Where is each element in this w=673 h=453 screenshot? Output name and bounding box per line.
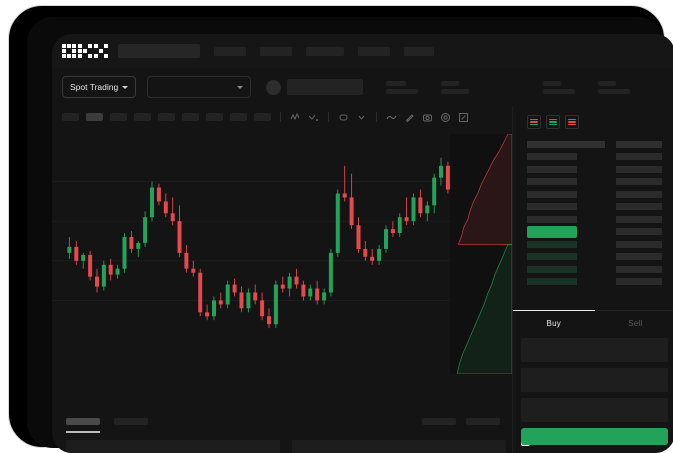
nav-item-4[interactable] (358, 46, 390, 56)
stat-value (543, 88, 576, 94)
market-depth-overlay (450, 134, 512, 374)
bottom-card-list (66, 440, 506, 453)
chevron-down-icon (237, 85, 244, 89)
orderbook-row[interactable] (513, 276, 673, 289)
okx-trading-app-screen: Spot Trading (52, 34, 673, 453)
bottom-tab-active-underline (66, 431, 100, 433)
orderbook-spread-row[interactable] (513, 225, 673, 239)
toolbar-divider (280, 112, 281, 122)
toolbar-divider (376, 112, 377, 122)
place-order-button[interactable] (521, 428, 668, 445)
logo-letter-o (62, 44, 76, 58)
market-stat-3 (543, 80, 576, 94)
orderbook-row[interactable] (513, 263, 673, 276)
indicator-icon[interactable] (290, 112, 301, 123)
nav-item-2[interactable] (260, 46, 292, 56)
bottom-tab-list (66, 418, 148, 425)
bottom-right-actions (422, 418, 500, 425)
orders-bottom-panel (52, 408, 512, 453)
orderbook-view-asks[interactable] (565, 115, 579, 129)
timeframe-2-active[interactable] (86, 113, 103, 121)
candlestick-chart[interactable] (52, 128, 512, 408)
candlestick-plot (52, 157, 512, 329)
toolbar-divider (328, 112, 329, 122)
device-bezel: Spot Trading (27, 17, 673, 453)
chart-type-icon[interactable] (308, 112, 319, 123)
orderbook-row[interactable] (513, 176, 673, 189)
nav-item-3[interactable] (306, 46, 344, 56)
stat-value (598, 88, 631, 94)
order-form (513, 338, 673, 428)
timeframe-7[interactable] (206, 113, 223, 121)
timeframe-9[interactable] (254, 113, 271, 121)
chevron-down-icon[interactable] (356, 112, 367, 123)
orderbook-row[interactable] (513, 238, 673, 251)
timeframe-5[interactable] (158, 113, 175, 121)
orderbook-row[interactable] (513, 251, 673, 264)
pencil-icon[interactable] (404, 112, 415, 123)
tablet-device-frame: Spot Trading (8, 5, 673, 453)
bottom-tab-open-orders[interactable] (66, 418, 100, 425)
orderbook-list[interactable] (513, 138, 673, 288)
orderbook-row[interactable] (513, 213, 673, 226)
orderbook-row[interactable] (513, 151, 673, 164)
nav-item-1[interactable] (214, 46, 246, 56)
line-chart-icon[interactable] (386, 112, 397, 123)
timeframe-4[interactable] (134, 113, 151, 121)
orderbook-trade-panel: Buy Sell (512, 106, 673, 453)
bottom-card-2[interactable] (292, 440, 506, 453)
orderbook-header-row (513, 138, 673, 151)
nav-item-5[interactable] (404, 46, 434, 56)
timeframe-1[interactable] (62, 113, 79, 121)
stat-label (598, 80, 617, 86)
orderbook-view-both[interactable] (527, 115, 541, 129)
market-stat-1 (386, 80, 419, 94)
stat-label (386, 80, 407, 86)
stat-label (441, 80, 460, 86)
stat-value (386, 88, 419, 94)
logo-letter-k (78, 44, 92, 58)
bottom-card-1[interactable] (66, 440, 280, 453)
order-total-field[interactable] (521, 398, 668, 422)
nav-search-placeholder[interactable] (118, 44, 200, 58)
orderbook-row[interactable] (513, 188, 673, 201)
market-stat-4 (598, 80, 631, 94)
market-sub-header: Spot Trading (52, 68, 673, 106)
timeframe-8[interactable] (230, 113, 247, 121)
pair-coin-icon (266, 79, 282, 95)
buy-sell-tabs: Buy Sell (513, 310, 673, 336)
market-type-dropdown[interactable]: Spot Trading (62, 76, 137, 98)
order-price-field[interactable] (521, 338, 668, 362)
bottom-right-tab-1[interactable] (422, 418, 456, 425)
logo-letter-x (94, 44, 108, 58)
volume-histogram (52, 352, 512, 400)
orderbook-view-bids[interactable] (546, 115, 560, 129)
fullscreen-icon[interactable] (458, 112, 469, 123)
timeframe-6[interactable] (182, 113, 199, 121)
chart-toolbar (52, 106, 673, 128)
compare-icon[interactable] (338, 112, 349, 123)
orderbook-view-toggles (513, 106, 673, 129)
timeframe-3[interactable] (110, 113, 127, 121)
last-price-placeholder (287, 79, 364, 95)
bottom-tab-order-history[interactable] (114, 418, 148, 425)
bottom-right-tab-2[interactable] (466, 418, 500, 425)
tab-buy[interactable]: Buy (513, 310, 595, 336)
orderbook-row[interactable] (513, 163, 673, 176)
order-amount-field[interactable] (521, 368, 668, 392)
orderbook-row[interactable] (513, 201, 673, 214)
trading-pair-dropdown[interactable] (147, 76, 252, 98)
top-navigation-bar (52, 34, 673, 68)
chevron-down-icon (122, 85, 129, 89)
stat-value (441, 88, 470, 94)
tab-sell[interactable]: Sell (628, 319, 643, 328)
depth-chart (450, 134, 512, 374)
okx-logo[interactable] (62, 44, 108, 59)
market-stat-2 (441, 80, 470, 94)
settings-icon[interactable] (440, 112, 451, 123)
market-type-label: Spot Trading (70, 82, 119, 92)
camera-icon[interactable] (422, 112, 433, 123)
stat-label (543, 80, 562, 86)
